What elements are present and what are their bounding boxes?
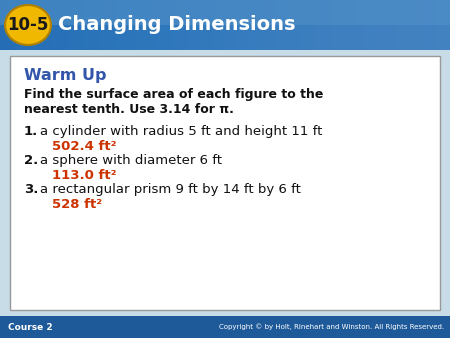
Text: Warm Up: Warm Up [24, 68, 107, 83]
Text: a rectangular prism 9 ft by 14 ft by 6 ft: a rectangular prism 9 ft by 14 ft by 6 f… [40, 183, 301, 196]
Ellipse shape [5, 5, 51, 45]
Text: Course 2: Course 2 [8, 322, 53, 332]
Text: a sphere with diameter 6 ft: a sphere with diameter 6 ft [40, 154, 222, 167]
Text: 3.: 3. [24, 183, 38, 196]
Text: 10-5: 10-5 [7, 16, 49, 34]
Text: 502.4 ft²: 502.4 ft² [52, 140, 117, 153]
Text: nearest tenth. Use 3.14 for π.: nearest tenth. Use 3.14 for π. [24, 103, 234, 116]
Bar [0, 0, 450, 25]
Text: 1.: 1. [24, 125, 38, 138]
Text: 2.: 2. [24, 154, 38, 167]
Text: Copyright © by Holt, Rinehart and Winston. All Rights Reserved.: Copyright © by Holt, Rinehart and Winsto… [219, 324, 444, 330]
Text: 113.0 ft²: 113.0 ft² [52, 169, 117, 182]
Text: Changing Dimensions: Changing Dimensions [58, 16, 296, 34]
Text: 528 ft²: 528 ft² [52, 198, 102, 211]
FancyBboxPatch shape [10, 56, 440, 310]
Text: Find the surface area of each figure to the: Find the surface area of each figure to … [24, 88, 324, 101]
Text: a cylinder with radius 5 ft and height 11 ft: a cylinder with radius 5 ft and height 1… [40, 125, 322, 138]
